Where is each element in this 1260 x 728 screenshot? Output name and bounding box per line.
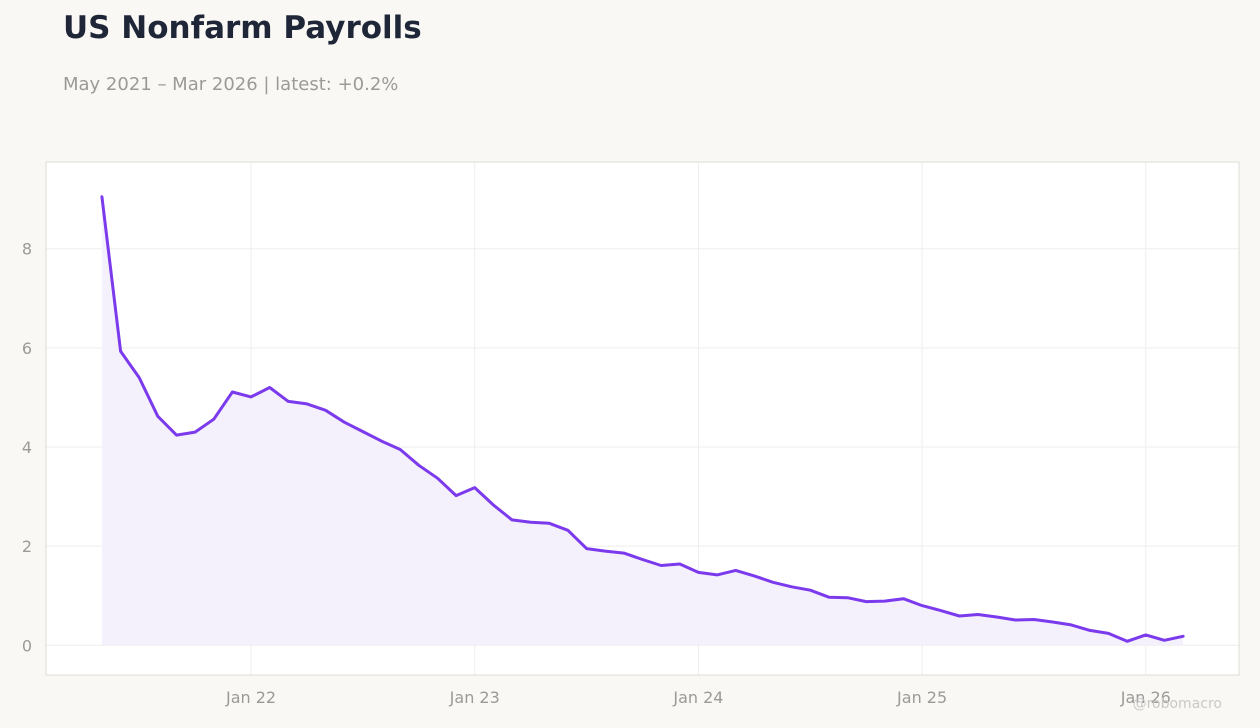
chart-title: US Nonfarm Payrolls xyxy=(63,10,422,46)
chart-subtitle: May 2021 – Mar 2026 | latest: +0.2% xyxy=(63,74,399,95)
y-tick-label: 6 xyxy=(22,339,32,358)
x-tick-label: Jan 25 xyxy=(896,688,947,707)
y-tick-label: 2 xyxy=(22,537,32,556)
x-tick-label: Jan 23 xyxy=(449,688,500,707)
x-tick-label: Jan 26 xyxy=(1120,688,1171,707)
x-tick-label: Jan 22 xyxy=(225,688,276,707)
y-tick-label: 8 xyxy=(22,240,32,259)
y-tick-label: 0 xyxy=(22,636,32,655)
plot-frame xyxy=(45,161,1240,676)
x-axis-ticks: Jan 22 Jan 23 Jan 24 Jan 25 Jan 26 xyxy=(225,688,1171,707)
watermark: @robomacro xyxy=(1132,696,1222,712)
x-tick-label: Jan 24 xyxy=(672,688,723,707)
y-axis-ticks: 0 2 4 6 8 xyxy=(22,240,32,656)
y-tick-label: 4 xyxy=(22,438,32,457)
series-line xyxy=(100,195,1185,643)
series-area xyxy=(101,196,1184,646)
